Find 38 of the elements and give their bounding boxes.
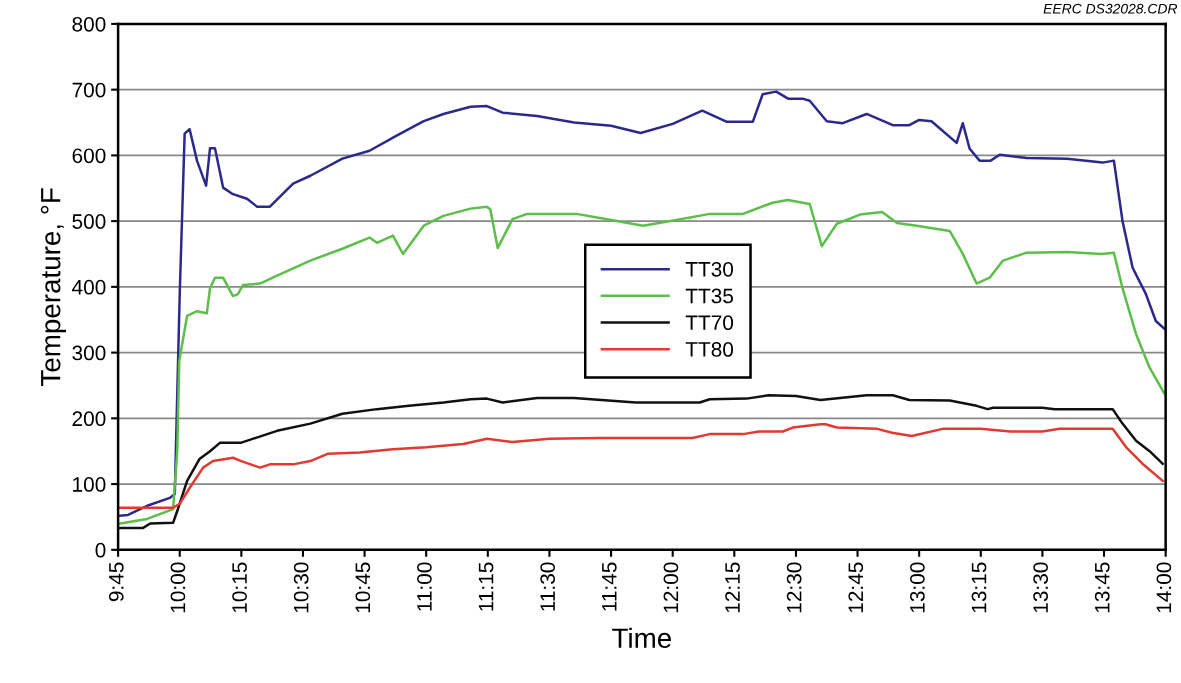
x-tick-label: 13:45 [1094,562,1110,613]
x-tick-label: 12:30 [786,562,802,613]
x-axis-title: Time [612,627,671,649]
x-tick-label: 12:45 [848,562,864,613]
line-series [118,90,1166,517]
x-tick-label: 9:45 [108,562,124,602]
x-tick-label: 14:00 [1156,562,1172,613]
x-tick-label: 10:15 [232,562,247,613]
line-series [118,198,1166,525]
x-tick-label: 13:30 [1033,562,1048,613]
x-tick-label: 11:45 [602,562,617,611]
y-tick-label: 500 [72,214,106,229]
x-tick-label: 10:45 [355,562,371,613]
x-tick-label: 11:00 [417,562,432,611]
y-tick-label: 200 [72,411,106,427]
line-series [118,394,1164,530]
y-tick-label: 300 [72,345,106,361]
legend-label: TT70 [685,315,734,331]
y-tick-label: 100 [73,477,106,492]
y-tick-label: 600 [72,148,106,164]
x-tick-label: 11:15 [478,562,494,611]
x-tick-label: 10:30 [293,562,309,613]
x-tick-label: 13:00 [910,562,925,613]
x-tick-label: 12:00 [663,562,679,613]
x-tick-label: 12:15 [725,562,740,613]
line-series [118,423,1164,509]
x-tick-label: 10:00 [170,562,186,613]
text: EERC DS32028.CDR [1043,3,1178,14]
y-tick-label: 400 [72,279,106,295]
y-tick-label: 0 [95,542,106,558]
legend-label: TT80 [685,342,734,357]
y-axis-title: Temperature, °F [40,188,66,386]
x-tick-label: 11:30 [540,562,556,611]
x-tick-label: 13:15 [971,562,987,613]
y-tick-label: 700 [72,82,106,98]
legend-label: TT30 [685,261,734,277]
legend-label: TT35 [685,288,733,304]
y-tick-label: 800 [72,16,106,32]
